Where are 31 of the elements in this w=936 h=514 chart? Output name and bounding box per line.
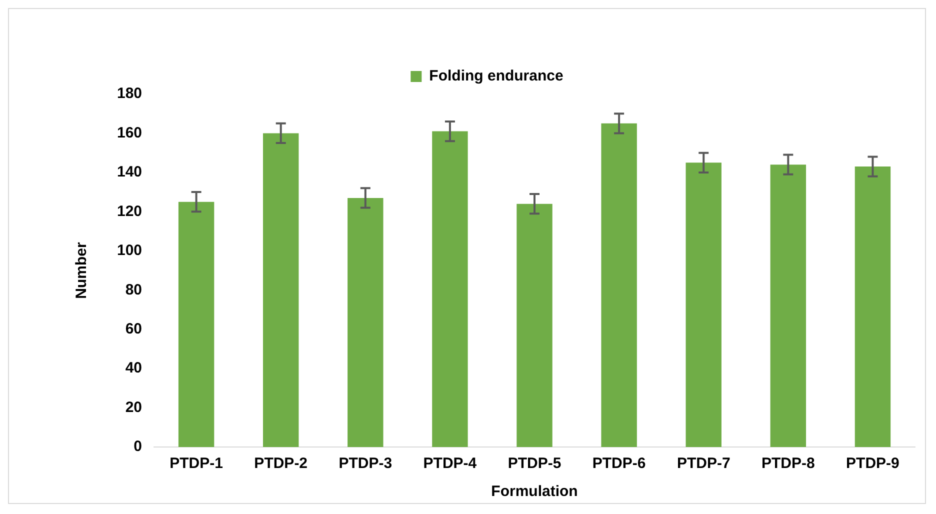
- x-tick-label: PTDP-4: [423, 455, 478, 472]
- bar: [263, 133, 299, 447]
- bar: [601, 123, 637, 447]
- x-tick-label: PTDP-5: [508, 455, 562, 472]
- bar: [854, 166, 891, 447]
- legend-label: Folding endurance: [429, 68, 564, 85]
- x-tick-label: PTDP-1: [170, 455, 223, 472]
- y-tick-label: 40: [125, 360, 142, 377]
- y-axis-title: Number: [73, 242, 90, 299]
- y-tick-label: 0: [134, 438, 142, 456]
- y-tick-label: 160: [116, 124, 142, 142]
- x-tick-label: PTDP-3: [338, 455, 392, 472]
- bar: [770, 164, 806, 447]
- y-tick-label: 20: [125, 398, 142, 416]
- x-axis-title: Formulation: [491, 483, 578, 500]
- x-tick-label: PTDP-6: [592, 455, 646, 472]
- x-tick-label: PTDP-2: [254, 455, 308, 472]
- bar: [432, 131, 468, 447]
- bar: [348, 198, 384, 447]
- bar: [178, 202, 214, 447]
- y-tick-label: 60: [125, 320, 142, 338]
- x-tick-label: PTDP-7: [676, 455, 730, 472]
- bar: [516, 204, 552, 447]
- x-tick-label: PTDP-9: [846, 455, 900, 472]
- y-tick-label: 100: [116, 242, 142, 260]
- y-tick-label: 120: [116, 202, 142, 220]
- y-tick-label: 140: [116, 164, 142, 181]
- bar: [686, 162, 722, 447]
- x-tick-label: PTDP-8: [762, 455, 815, 472]
- y-tick-label: 80: [125, 281, 142, 298]
- y-tick-label: 180: [116, 85, 142, 102]
